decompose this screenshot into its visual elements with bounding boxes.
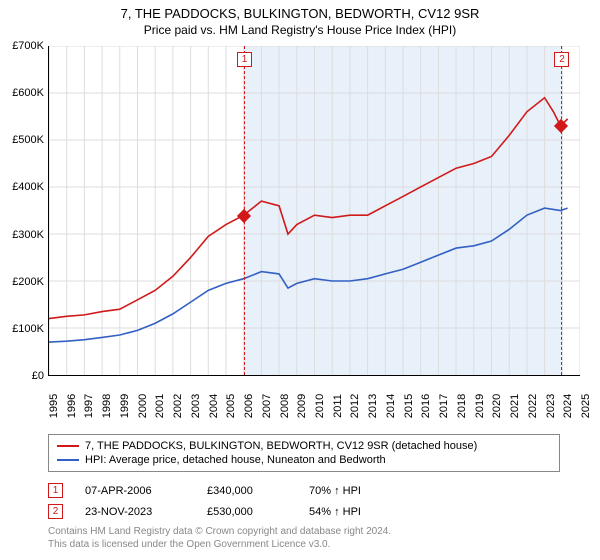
x-tick-label: 2020: [491, 394, 503, 418]
event-marker-badge: 2: [554, 52, 569, 67]
x-tick-label: 1995: [48, 394, 60, 418]
y-tick-label: £600K: [12, 87, 44, 99]
x-tick-label: 2007: [261, 394, 273, 418]
x-tick-label: 2002: [172, 394, 184, 418]
x-tick-label: 2014: [385, 394, 397, 418]
y-tick-label: £200K: [12, 276, 44, 288]
x-tick-label: 2013: [367, 394, 379, 418]
x-tick-label: 2016: [420, 394, 432, 418]
page-subtitle: Price paid vs. HM Land Registry's House …: [0, 21, 600, 37]
x-tick-label: 2024: [562, 394, 574, 418]
x-tick-label: 2011: [332, 394, 344, 418]
events-table: 1 07-APR-2006 £340,000 70% ↑ HPI 2 23-NOV-202…: [48, 480, 560, 522]
x-tick-label: 2019: [474, 394, 486, 418]
x-tick-label: 2009: [296, 394, 308, 418]
footer-attribution: Contains HM Land Registry data © Crown c…: [48, 525, 560, 551]
x-tick-label: 2025: [580, 394, 592, 418]
event-date: 07-APR-2006: [85, 485, 185, 497]
y-tick-label: £500K: [12, 134, 44, 146]
event-price: £530,000: [207, 506, 287, 518]
x-tick-label: 2004: [208, 394, 220, 418]
legend-swatch: [57, 445, 79, 447]
event-date: 23-NOV-2023: [85, 506, 185, 518]
legend-swatch: [57, 459, 79, 461]
plot-area: 12: [48, 46, 580, 376]
x-tick-label: 2022: [527, 394, 539, 418]
footer-line-2: This data is licensed under the Open Gov…: [48, 538, 560, 551]
event-marker-line: [561, 46, 562, 375]
legend-label: HPI: Average price, detached house, Nune…: [85, 454, 386, 466]
y-tick-label: £0: [32, 370, 44, 382]
x-tick-label: 2017: [438, 394, 450, 418]
x-tick-label: 2012: [349, 394, 361, 418]
event-row: 1 07-APR-2006 £340,000 70% ↑ HPI: [48, 480, 560, 501]
legend-label: 7, THE PADDOCKS, BULKINGTON, BEDWORTH, C…: [85, 440, 477, 452]
y-axis: £0£100K£200K£300K£400K£500K£600K£700K: [0, 46, 48, 376]
x-tick-label: 2005: [225, 394, 237, 418]
x-tick-label: 2018: [456, 394, 468, 418]
x-tick-label: 2010: [314, 394, 326, 418]
legend-box: 7, THE PADDOCKS, BULKINGTON, BEDWORTH, C…: [48, 434, 560, 472]
event-price: £340,000: [207, 485, 287, 497]
x-tick-label: 2015: [403, 394, 415, 418]
x-tick-label: 1997: [83, 394, 95, 418]
event-delta: 54% ↑ HPI: [309, 506, 399, 518]
event-delta: 70% ↑ HPI: [309, 485, 399, 497]
x-tick-label: 2008: [279, 394, 291, 418]
event-row-badge: 1: [48, 483, 63, 498]
x-tick-label: 1996: [66, 394, 78, 418]
y-tick-label: £400K: [12, 181, 44, 193]
x-tick-label: 2001: [154, 394, 166, 418]
x-tick-label: 2000: [137, 394, 149, 418]
legend-item: HPI: Average price, detached house, Nune…: [57, 453, 551, 467]
footer-line-1: Contains HM Land Registry data © Crown c…: [48, 525, 560, 538]
page-title: 7, THE PADDOCKS, BULKINGTON, BEDWORTH, C…: [0, 0, 600, 21]
event-marker-badge: 1: [237, 52, 252, 67]
chart-area: £0£100K£200K£300K£400K£500K£600K£700K 12…: [0, 46, 600, 396]
x-tick-label: 1998: [101, 394, 113, 418]
y-tick-label: £700K: [12, 40, 44, 52]
x-tick-label: 2023: [545, 394, 557, 418]
legend-item: 7, THE PADDOCKS, BULKINGTON, BEDWORTH, C…: [57, 439, 551, 453]
event-row: 2 23-NOV-2023 £530,000 54% ↑ HPI: [48, 501, 560, 522]
x-tick-label: 2021: [509, 394, 521, 418]
y-tick-label: £300K: [12, 229, 44, 241]
x-tick-label: 1999: [119, 394, 131, 418]
event-row-badge: 2: [48, 504, 63, 519]
x-tick-label: 2003: [190, 394, 202, 418]
plot-svg: [49, 46, 580, 375]
x-tick-label: 2006: [243, 394, 255, 418]
y-tick-label: £100K: [12, 323, 44, 335]
